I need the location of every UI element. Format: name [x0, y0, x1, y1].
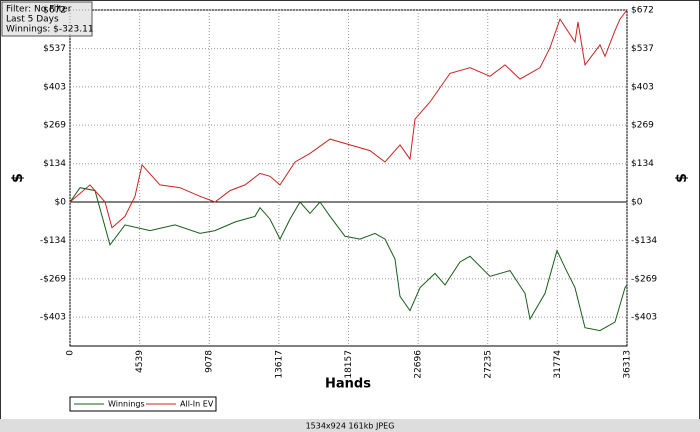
x-tick-label: 31774: [553, 350, 563, 379]
y2-tick-label: $537: [631, 44, 654, 54]
series-line: [69, 187, 628, 332]
y2-tick-label: -$269: [631, 274, 657, 284]
x-tick-label: 22696: [414, 350, 424, 379]
y-tick-label: $537: [43, 44, 66, 54]
info-period: Last 5 Days: [6, 15, 59, 25]
x-axis-label: Hands: [325, 377, 371, 392]
x-tick-label: 36313: [623, 350, 633, 379]
footer-text: 1534x924 161kb JPEG: [306, 422, 395, 431]
x-tick-label: 0: [66, 350, 76, 356]
legend-label: All-In EV: [180, 400, 214, 409]
x-tick-label: 27235: [483, 350, 493, 379]
footer-bar: [0, 419, 700, 432]
y-tick-label: $0: [55, 198, 67, 208]
y2-tick-label: $134: [631, 159, 654, 169]
legend: [69, 396, 217, 412]
series-line: [69, 9, 628, 229]
y2-tick-label: $672: [631, 6, 654, 16]
y-tick-label: $269: [43, 121, 66, 131]
y-tick-label: -$134: [40, 236, 66, 246]
y2-tick-label: $0: [631, 198, 643, 208]
info-filter: Filter: No Filter: [6, 5, 72, 15]
y2-tick-label: $269: [631, 121, 654, 131]
y-tick-label: $672: [43, 6, 66, 16]
y2-tick-label: $403: [631, 82, 654, 92]
x-tick-label: 13617: [274, 350, 284, 379]
y2-axis-label: $: [674, 173, 690, 183]
x-tick-label: 18157: [344, 350, 354, 379]
info-box: [1, 1, 93, 37]
y-tick-label: -$403: [40, 313, 66, 323]
info-winnings: Winnings: $-323.11: [6, 25, 94, 35]
y2-tick-label: -$403: [631, 313, 657, 323]
x-tick-label: 9078: [205, 350, 215, 373]
x-tick-label: 4539: [135, 350, 145, 373]
legend-label: Winnings: [108, 400, 145, 409]
y-tick-label: $134: [43, 159, 66, 169]
y-tick-label: -$269: [40, 274, 66, 284]
y-tick-label: $403: [43, 82, 66, 92]
y2-tick-label: -$134: [631, 236, 657, 246]
y-axis-label: $: [10, 173, 26, 183]
